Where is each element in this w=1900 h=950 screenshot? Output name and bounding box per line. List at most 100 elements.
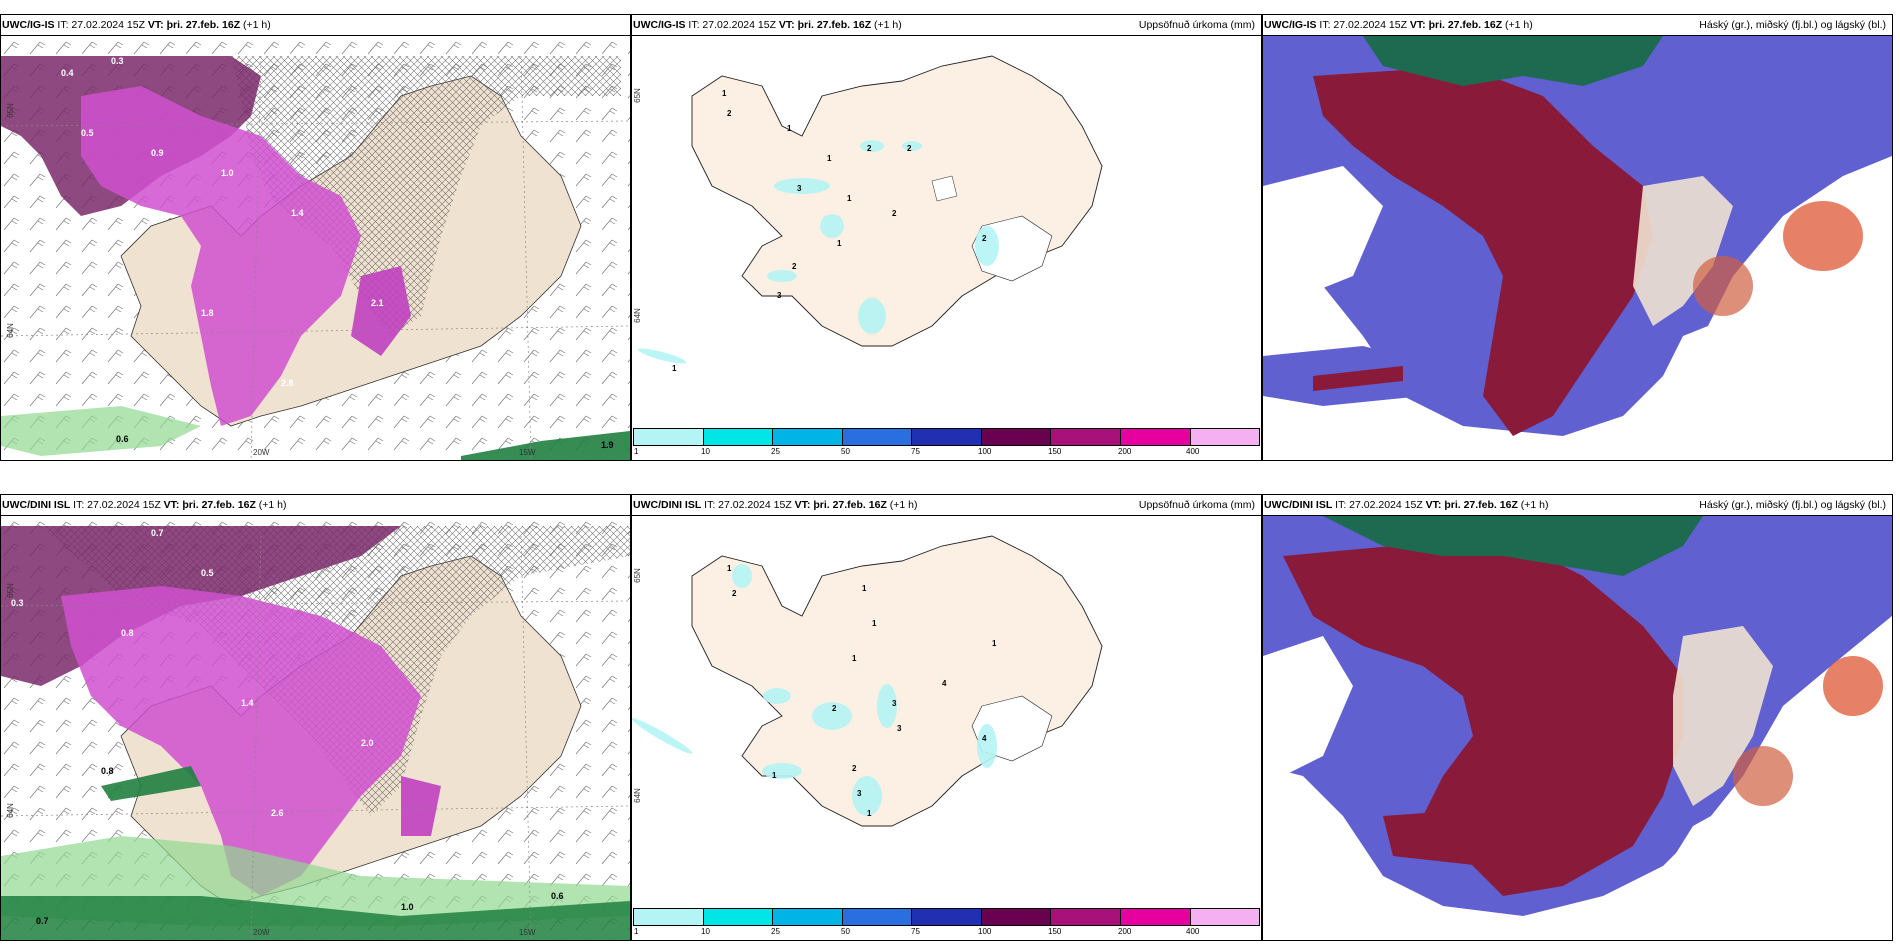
accum-value: 1 (862, 584, 867, 593)
precip-green-band-2 (1, 896, 630, 940)
colorbar-label: 75 (911, 447, 920, 456)
precip-patch (975, 226, 999, 266)
init-time: IT: 27.02.2024 15Z (1335, 499, 1423, 511)
colorbar-label: 200 (1118, 447, 1132, 456)
iceland-land (691, 535, 1103, 827)
colorbar-cell (773, 429, 843, 445)
colorbar-cell (634, 429, 704, 445)
colorbar-label: 100 (978, 447, 992, 456)
colorbar-cell (1120, 909, 1191, 925)
accum-value: 3 (892, 699, 897, 708)
map-canvas: 1 2 1 2 1 2 3 1 2 2 1 2 3 1 (637, 55, 1103, 373)
precip-patch (860, 140, 884, 152)
accum-value: 1 (852, 654, 857, 663)
accum-value: 1 (867, 809, 872, 818)
precip-value: 0.7 (36, 916, 49, 926)
accum-value: 3 (897, 724, 902, 733)
precip-value: 0.9 (151, 148, 164, 158)
accum-value: 2 (732, 589, 737, 598)
colorbar-label: 400 (1186, 927, 1200, 936)
precip-patch (637, 348, 687, 364)
panel-bottom-middle: UWC/DINI ISL IT: 27.02.2024 15Z VT: þri.… (631, 494, 1262, 941)
precip-value: 0.8 (101, 766, 114, 776)
colorbar-label: 200 (1118, 927, 1132, 936)
colorbar-cells (633, 428, 1260, 446)
panel-header: UWC/DINI ISL IT: 27.02.2024 15Z VT: þri.… (1264, 499, 1888, 515)
accum-value: 1 (837, 239, 842, 248)
accum-value: 4 (982, 734, 987, 743)
colorbar-labels: 1 10 25 50 75 100 150 200 400 (633, 447, 1260, 457)
model-name: UWC/DINI ISL (2, 499, 71, 511)
lead-time: (+1 h) (874, 19, 902, 31)
colorbar-label: 10 (701, 927, 710, 936)
valid-time: VT: þri. 27.feb. 16Z (794, 499, 887, 511)
lead-time: (+1 h) (258, 499, 287, 511)
colorbar-label: 75 (911, 927, 920, 936)
valid-time: VT: þri. 27.feb. 16Z (163, 499, 256, 511)
accum-value: 1 (727, 564, 732, 573)
land-region (1633, 176, 1733, 326)
panel-bottom-left: UWC/DINI ISL IT: 27.02.2024 15Z VT: þri.… (0, 494, 631, 941)
precip-value: 2.0 (361, 738, 374, 748)
precip-patch (902, 141, 922, 151)
precip-patch (877, 684, 897, 728)
model-name: UWC/DINI ISL (1264, 499, 1333, 511)
accum-value: 1 (992, 639, 997, 648)
precip-green-band-3 (101, 766, 201, 801)
accum-value: 2 (792, 262, 797, 271)
lead-time: (+1 h) (1505, 19, 1533, 31)
map-canvas: 1 2 1 1 3 4 2 1 1 3 4 2 1 3 1 (632, 535, 1103, 827)
colorbar-label: 50 (841, 447, 850, 456)
colorbar-cell (981, 429, 1052, 445)
cloud-warm-patch (1783, 201, 1863, 271)
panel-title: Uppsöfnuð úrkoma (mm) (1138, 499, 1255, 511)
colorbar-cell (1051, 909, 1121, 925)
clear-region-1 (1263, 636, 1353, 776)
colorbar-label: 50 (841, 927, 850, 936)
init-time: IT: 27.02.2024 15Z (73, 499, 161, 511)
colorbar-labels: 1 10 25 50 75 100 150 200 400 (633, 927, 1260, 937)
accum-value: 1 (847, 194, 852, 203)
lat-label: 65N (5, 583, 15, 598)
precip-value: 1.0 (401, 902, 414, 912)
precip-value: 0.8 (121, 628, 134, 638)
land-region (1673, 626, 1773, 806)
model-name: UWC/IG-IS (633, 19, 686, 31)
lat-label: 65N (632, 88, 642, 103)
iceland-land (691, 55, 1103, 347)
lat-label: 64N (632, 788, 642, 803)
map-accum-precip: 1 2 1 1 3 4 2 1 1 3 4 2 1 3 1 65N 64N (632, 515, 1261, 940)
init-time: IT: 27.02.2024 15Z (57, 19, 145, 31)
map-cloud-cover (1263, 35, 1892, 460)
accum-value: 2 (892, 209, 897, 218)
init-time: IT: 27.02.2024 15Z (1319, 19, 1407, 31)
precip-value: 2.6 (271, 808, 284, 818)
cloud-high-region (1363, 36, 1663, 86)
colorbar-label: 400 (1186, 447, 1200, 456)
colorbar-cell (912, 429, 982, 445)
colorbar-cell (1190, 429, 1260, 445)
panel-title: Uppsöfnuð úrkoma (mm) (1138, 19, 1255, 31)
lat-label: 64N (5, 803, 15, 818)
init-time: IT: 27.02.2024 15Z (704, 499, 792, 511)
colorbar-label: 25 (771, 447, 780, 456)
precip-value: 0.6 (116, 434, 129, 444)
valid-time: VT: þri. 27.feb. 16Z (147, 19, 241, 31)
precip-bright-region-2 (401, 776, 441, 836)
colorbar-cell (842, 909, 913, 925)
accum-value: 2 (982, 234, 987, 243)
precip-bright-region-2 (351, 266, 411, 356)
precip-value: 1.8 (201, 308, 214, 318)
lat-label: 65N (632, 568, 642, 583)
valid-time: VT: þri. 27.feb. 16Z (778, 19, 872, 31)
accum-value: 1 (827, 154, 832, 163)
accum-value: 2 (867, 144, 872, 153)
colorbar-label: 1 (634, 447, 639, 456)
precip-value: 0.5 (201, 568, 214, 578)
lon-label: 20W (253, 928, 270, 937)
colorbar-label: 25 (771, 927, 780, 936)
panel-top-middle: UWC/IG-IS IT: 27.02.2024 15Z VT: þri. 27… (631, 14, 1262, 461)
colorbar: 1 10 25 50 75 100 150 200 400 (633, 908, 1260, 936)
colorbar-label: 150 (1048, 927, 1062, 936)
precip-value: 0.3 (11, 598, 24, 608)
